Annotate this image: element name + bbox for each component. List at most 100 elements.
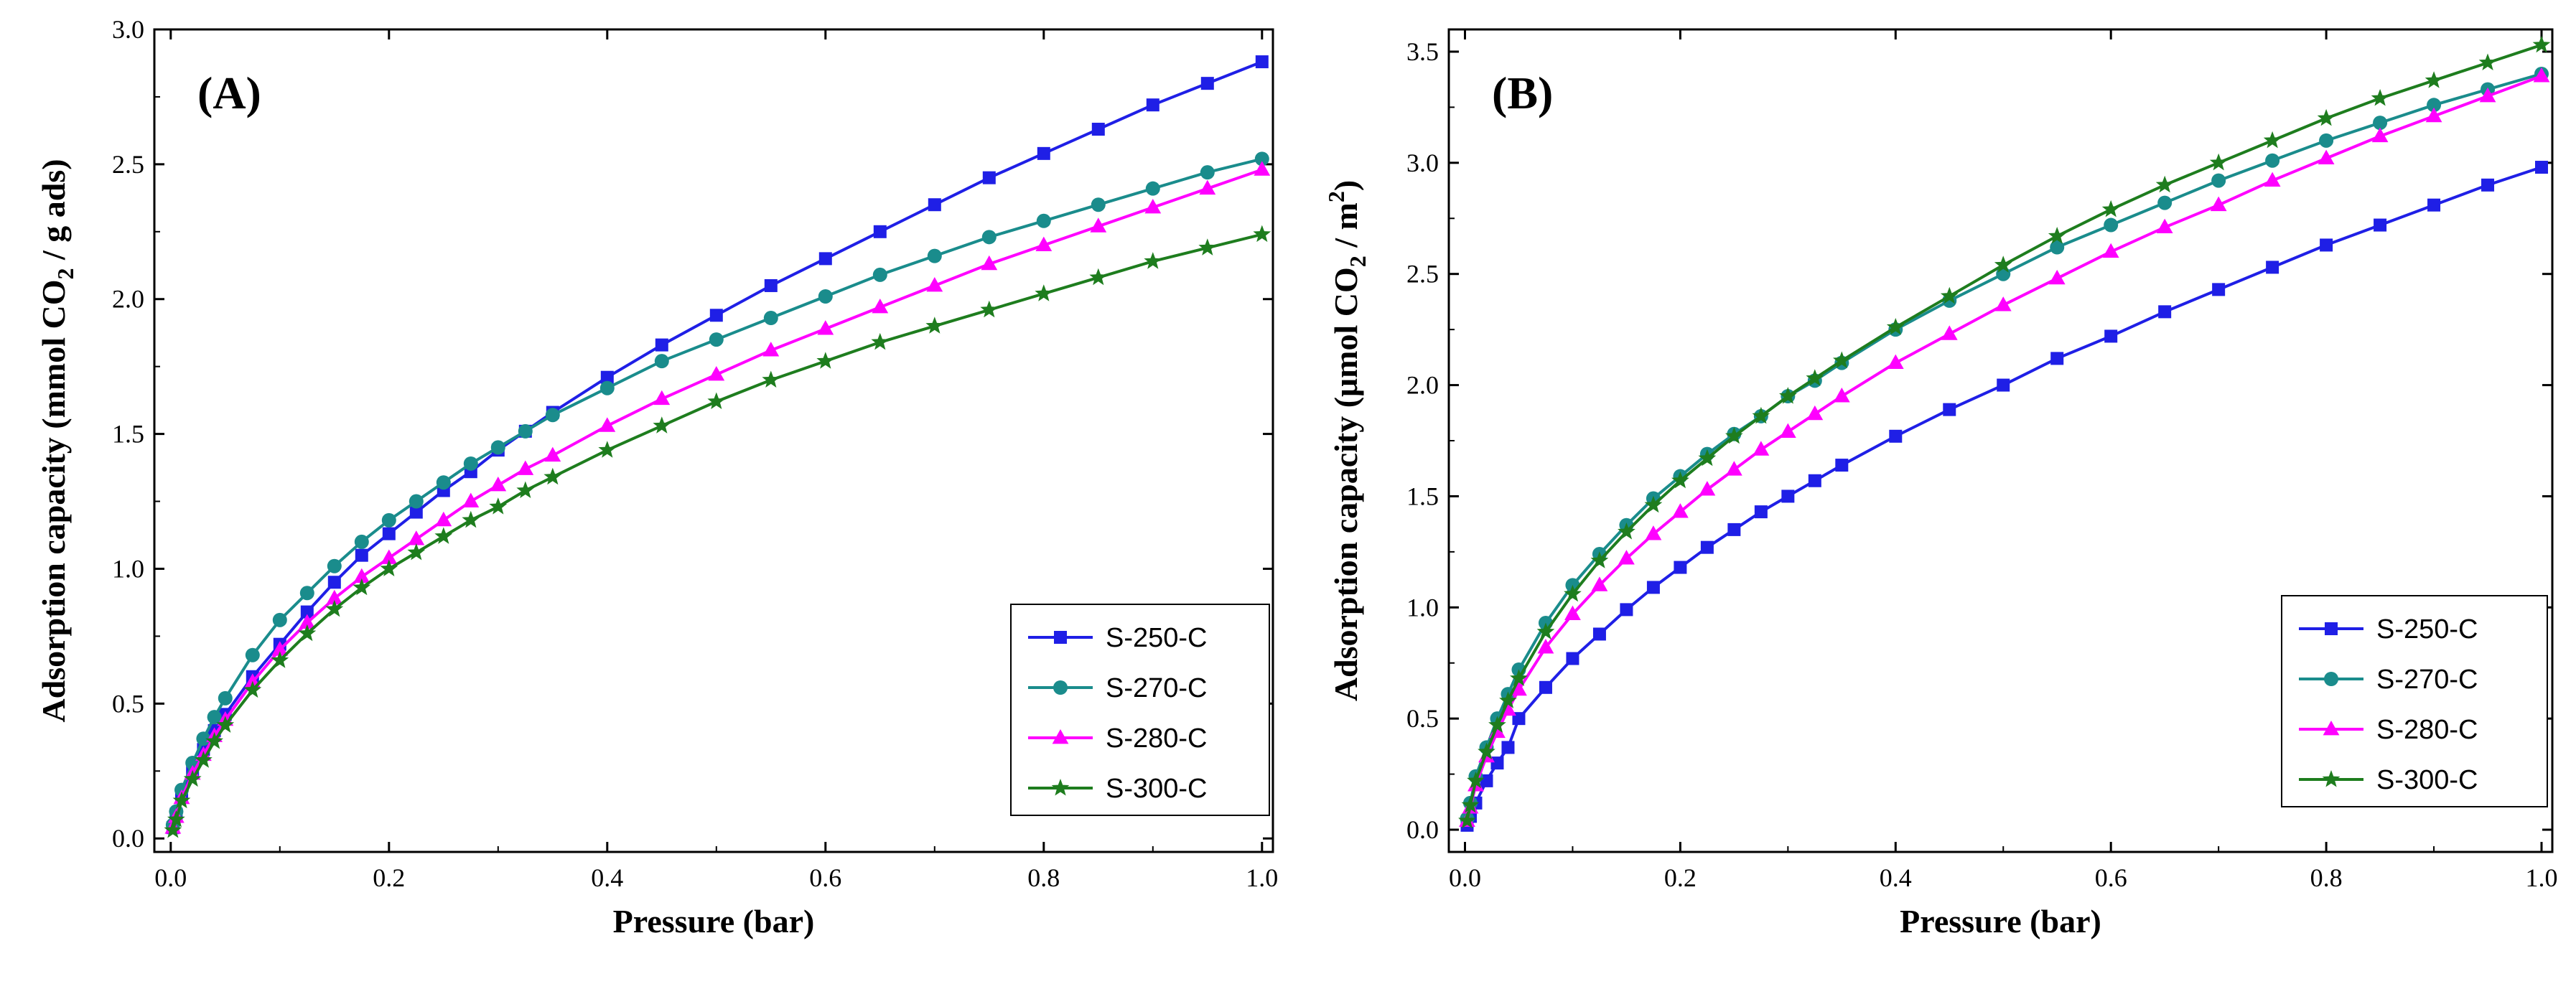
plot-frame [153,28,1274,853]
data-point [1091,123,1105,136]
data-point [1698,449,1717,467]
data-point [2478,53,2497,70]
legend-label: S-270-C [2376,665,2478,695]
series-s-300-c [164,225,1271,838]
x-tick-label: 1.0 [2526,863,2558,892]
data-point [243,680,262,698]
y-tick-label: 3.0 [1406,149,1439,177]
panel-label: (A) [197,67,261,118]
data-point [299,586,314,601]
data-point [2104,217,2119,233]
data-point [409,505,423,519]
data-point [926,276,943,292]
data-point [382,527,396,540]
data-point [2319,133,2334,148]
data-point [463,456,478,471]
data-point [1940,286,1959,304]
data-point [2050,240,2065,255]
data-point [2048,269,2066,285]
y-label-part: / g ads) [35,159,72,268]
data-point [1254,161,1271,176]
data-point [1591,576,1608,591]
data-point [2102,243,2119,258]
legend-label: S-300-C [1106,774,1208,804]
data-point [653,390,671,406]
data-point [1480,774,1493,787]
legend-swatch-marker [1052,729,1069,744]
chart-panel-a: 0.0 0.2 0.4 0.6 0.8 1.0 0.0 0.5 1.0 1.5 2.0 2.5 3.0 P… [35,15,1278,940]
x-tick-label: 1.0 [1246,863,1278,892]
y-label-subscript: 2 [52,268,78,279]
data-point [325,599,344,617]
data-point [1700,540,1714,554]
data-point [1564,605,1581,620]
data-point [2425,71,2443,88]
data-point [298,624,317,642]
data-point [1144,198,1162,214]
data-point [1499,691,1517,708]
data-point [2156,218,2173,234]
data-point [1806,405,1824,421]
legend-swatch-marker [2323,721,2340,736]
panel-label: (B) [1492,67,1553,118]
data-point [1590,551,1609,568]
data-point [381,549,398,564]
legend-label: S-250-C [2376,614,2478,645]
data-point [245,647,260,662]
series-s-270-c [165,151,1269,833]
data-point [1536,622,1555,639]
data-point [2427,198,2441,212]
data-point [1145,181,1160,196]
data-point [490,476,507,492]
data-point [435,511,452,527]
data-point [763,311,778,326]
data-point [207,710,222,725]
data-point [2212,283,2226,296]
data-point [2481,178,2495,192]
data-point [1725,461,1742,476]
data-point [653,416,671,434]
data-point [167,810,185,828]
data-point [1941,325,1958,340]
data-point [205,731,223,749]
data-point [1035,284,1053,301]
data-point [216,716,235,733]
legend-swatch-marker [2325,622,2338,635]
data-point [599,417,616,432]
data-point [2373,116,2388,131]
y-tick-label: 1.0 [1406,593,1439,622]
data-point [762,342,780,357]
data-point [1620,603,1633,617]
data-point [1889,429,1903,443]
x-tick-label: 0.6 [2095,863,2127,892]
legend-swatch-marker [2324,672,2338,686]
data-point [2209,153,2228,171]
data-point [762,370,780,388]
y-tick-label: 2.5 [1406,260,1439,289]
data-point [1727,523,1741,536]
data-point [545,408,560,423]
legend-swatch-marker [1054,631,1067,644]
y-label-part: Adsorption capacity (mmol CO [35,279,72,722]
data-point [353,568,370,584]
legend-label: S-280-C [2376,715,2478,745]
data-point [2158,305,2172,319]
data-point [2371,89,2389,106]
data-point [1671,471,1689,489]
data-point [1200,165,1215,180]
y-label-part: ) [1327,180,1364,191]
data-point [872,267,887,282]
data-point [1090,217,1107,233]
data-point [517,460,534,475]
data-point [1501,741,1515,754]
data-point [1461,796,1480,813]
data-point [1478,742,1495,760]
data-point [1490,756,1504,770]
data-point [1835,459,1849,472]
y-label-superscript: 2 [1323,191,1349,202]
data-point [1037,146,1050,160]
data-point [599,380,615,395]
data-point [1725,426,1743,444]
data-point [654,354,669,369]
y-tick-label: 0.5 [1406,704,1439,733]
